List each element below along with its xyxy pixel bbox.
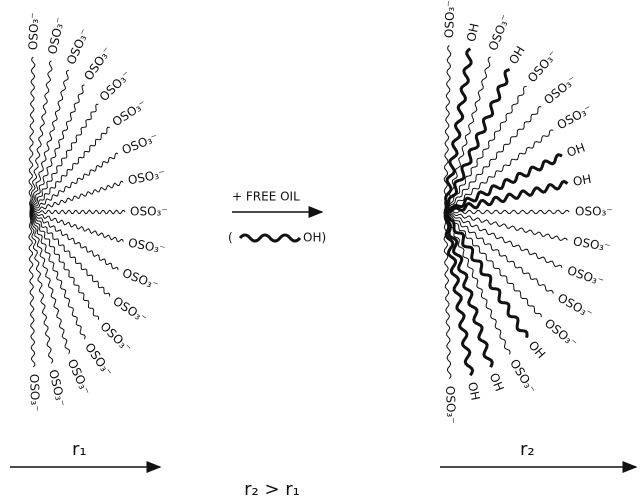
headgroup-label: OSO₃⁻ <box>575 205 613 219</box>
headgroup-label: OSO₃⁻ <box>486 12 513 52</box>
oil-paren: ( <box>228 231 233 245</box>
headgroup-label: OH <box>464 22 481 43</box>
headgroup-label: OH <box>526 338 549 361</box>
chain <box>29 209 126 215</box>
headgroup-label: OSO₃⁻ <box>82 340 115 379</box>
chain <box>444 211 542 318</box>
right-micelle: OSO₃⁻ OH OSO₃⁻OHOSO₃⁻OSO₃⁻OSO₃⁻OHOHOSO₃⁻OS… <box>442 0 613 424</box>
chain <box>443 211 475 377</box>
chain <box>29 126 110 213</box>
headgroup-label: OSO₃⁻ <box>565 263 605 289</box>
headgroup-label: OSO₃⁻ <box>555 291 595 322</box>
chain <box>29 84 85 213</box>
chain <box>29 211 100 320</box>
chain <box>29 103 99 213</box>
headgroup-label: OSO₃⁻ <box>507 357 539 396</box>
headgroup-label: OSO₃⁻ <box>525 48 560 86</box>
headgroup-label: OSO₃⁻ <box>127 236 167 257</box>
radius-label: r₁ <box>72 439 87 460</box>
left-micelle: OSO₃⁻ OSO₃⁻OSO₃⁻OSO₃⁻OSO₃⁻OSO₃⁻OSO₃⁻OSO₃⁻… <box>26 12 168 412</box>
chain <box>29 211 111 297</box>
chain <box>444 129 554 213</box>
headgroup-label: OH <box>506 44 528 67</box>
chain <box>29 60 53 213</box>
chain <box>29 152 119 213</box>
chain <box>29 180 124 213</box>
headgroup-label: OSO₃⁻ <box>442 0 457 38</box>
chain <box>29 211 86 340</box>
headgroup-label: OSO₃⁻ <box>97 319 134 355</box>
chain <box>29 69 69 213</box>
chain <box>29 211 119 271</box>
chain <box>29 211 54 364</box>
headgroup-label: OSO₃⁻ <box>120 266 160 293</box>
headgroup-label: OSO₃⁻ <box>130 205 168 219</box>
headgroup-label: OSO₃⁻ <box>65 357 93 397</box>
headgroup-label: OSO₃⁻ <box>542 316 580 351</box>
chain <box>444 85 527 213</box>
headgroup-label: OSO₃⁻ <box>572 234 611 254</box>
headgroup-label: OH <box>565 140 587 159</box>
chain <box>443 44 452 213</box>
headgroup-label: OSO₃⁻ <box>81 44 114 83</box>
chain <box>29 211 124 243</box>
radius-label: r₂ <box>520 439 535 460</box>
chain <box>443 211 529 338</box>
chain <box>443 211 452 380</box>
headgroup-label: OSO₃⁻ <box>127 167 167 188</box>
headgroup-label: OSO₃⁻ <box>555 102 595 133</box>
chain <box>443 68 511 213</box>
free-oil-label: + FREE OIL <box>232 190 300 204</box>
chain <box>28 211 36 368</box>
headgroup-label: OSO₃⁻ <box>97 68 134 104</box>
headgroup-label: OSO₃⁻ <box>110 97 149 129</box>
oil-label: OH) <box>303 231 326 245</box>
oil-molecule <box>238 233 302 243</box>
chain <box>444 211 563 268</box>
headgroup-label: OSO₃⁻ <box>27 374 42 412</box>
headgroup-label: OH <box>572 172 593 189</box>
comparison-label: r₂ > r₁ <box>244 479 300 500</box>
headgroup-label: OSO₃⁻ <box>45 16 67 56</box>
headgroup-label: OSO₃⁻ <box>46 368 68 408</box>
headgroup-label: OH <box>487 371 507 393</box>
chain <box>444 211 511 355</box>
chain <box>443 47 473 213</box>
chain <box>444 106 542 213</box>
chain <box>444 153 563 214</box>
chain <box>28 56 36 213</box>
chain <box>444 179 569 214</box>
chain <box>444 211 554 294</box>
headgroup-label: OSO₃⁻ <box>120 130 160 157</box>
headgroup-label: OSO₃⁻ <box>443 386 458 424</box>
chain <box>444 209 570 215</box>
chain <box>444 211 568 242</box>
headgroup-label: OSO₃⁻ <box>110 294 149 326</box>
chain <box>443 211 494 368</box>
headgroup-label: OSO₃⁻ <box>541 73 579 108</box>
headgroup-label: OSO₃⁻ <box>26 12 41 50</box>
headgroup-label: OH <box>465 381 482 402</box>
chain <box>29 211 71 354</box>
headgroup-label: OSO₃⁻ <box>64 27 92 67</box>
